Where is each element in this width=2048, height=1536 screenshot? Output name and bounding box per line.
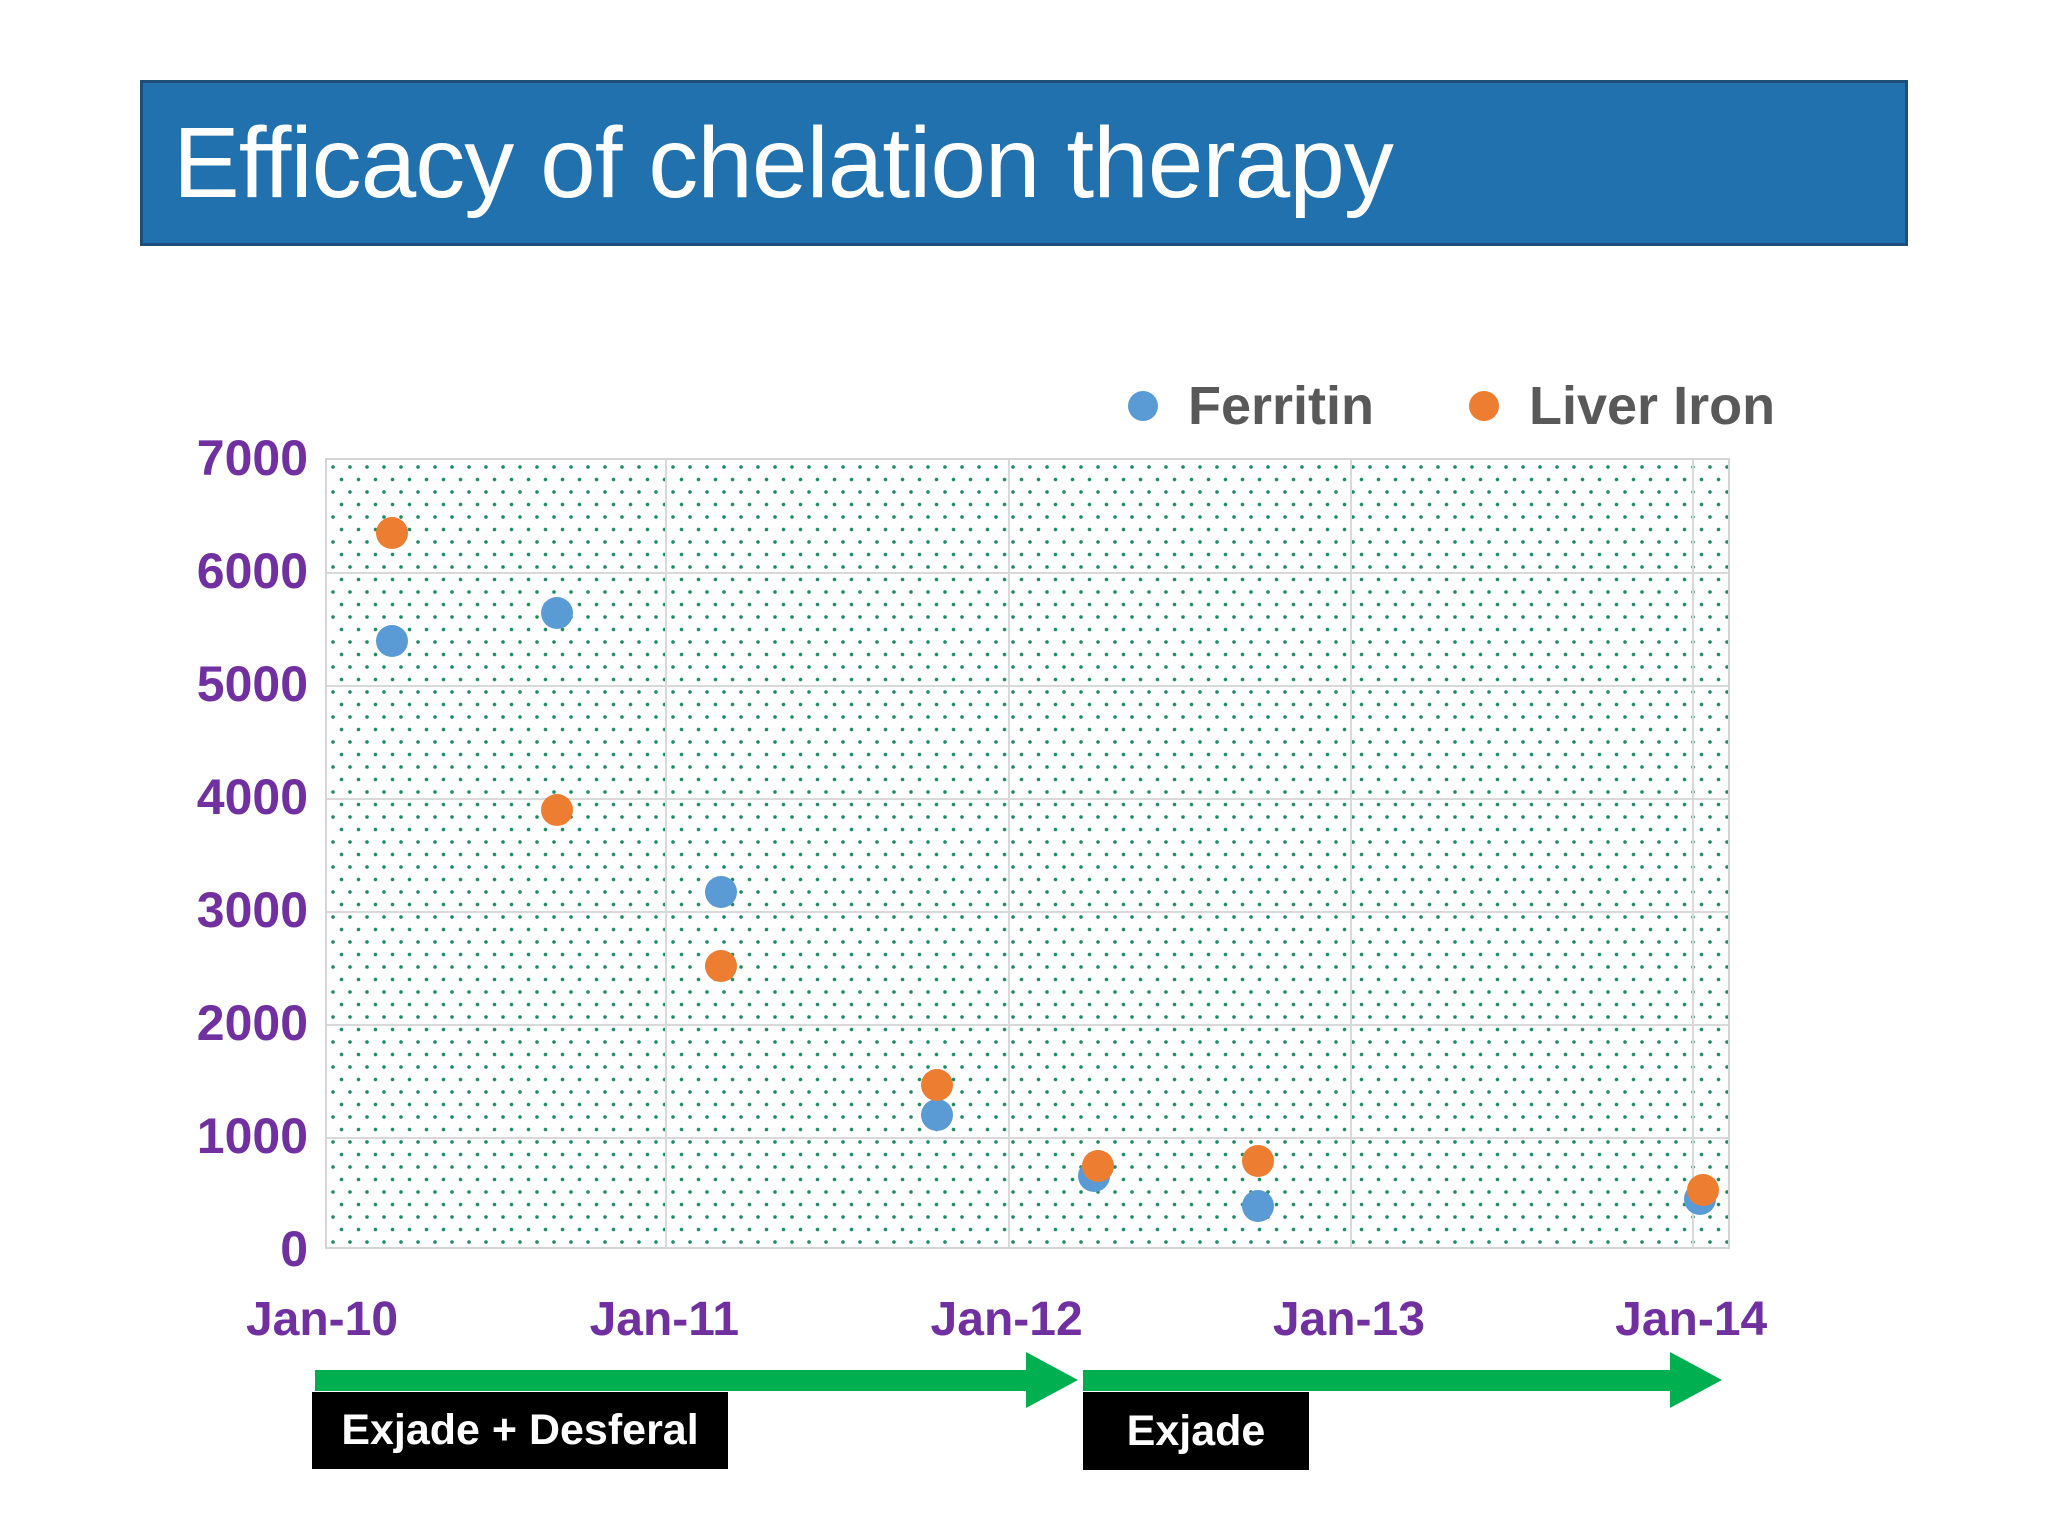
x-tick-label: Jan-12 (930, 1293, 1083, 1346)
phase-box-exjade: Exjade (1083, 1392, 1309, 1470)
point-ferritin (376, 624, 409, 657)
y-tick-label: 2000 (196, 995, 308, 1051)
legend-ferritin-dot-icon (1128, 391, 1158, 421)
gridline-h (327, 798, 1728, 800)
timeline-arrow-phase2-head-icon (1670, 1352, 1722, 1408)
phase-label-exjade-desferal: Exjade + Desferal (341, 1406, 699, 1454)
timeline-arrow-phase2-shaft (1083, 1370, 1670, 1391)
gridline-v (1692, 460, 1695, 1247)
timeline-arrow-phase1-head-icon (1026, 1352, 1078, 1408)
title-banner: Efficacy of chelation therapy (140, 80, 1908, 246)
gridline-v (1007, 460, 1010, 1247)
gridline-h (327, 911, 1728, 913)
plot-area (325, 458, 1730, 1249)
gridline-h (327, 572, 1728, 574)
point-ferritin (705, 875, 738, 908)
y-tick-label: 6000 (196, 543, 308, 599)
y-tick-label: 5000 (196, 656, 308, 712)
x-tick-label: Jan-10 (245, 1293, 399, 1346)
phase-label-exjade: Exjade (1126, 1406, 1266, 1455)
point-liver-iron (920, 1068, 953, 1101)
point-liver-iron (705, 950, 738, 983)
gridline-h (327, 1137, 1728, 1139)
legend-liver-iron-label: Liver Iron (1529, 376, 1776, 436)
point-liver-iron (1242, 1144, 1275, 1177)
y-tick-label: 7000 (196, 430, 308, 486)
gridline-v (665, 460, 668, 1247)
y-tick-label: 4000 (196, 769, 308, 825)
x-tick-label: Jan-14 (1615, 1293, 1768, 1346)
gridline-h (327, 685, 1728, 687)
legend-liver-iron-dot-icon (1469, 391, 1499, 421)
point-liver-iron (540, 794, 573, 827)
y-tick-label: 0 (280, 1221, 308, 1277)
point-ferritin (1242, 1189, 1275, 1222)
x-tick-label: Jan-11 (589, 1293, 740, 1346)
point-ferritin (540, 596, 573, 629)
y-tick-label: 3000 (196, 882, 308, 938)
slide-title: Efficacy of chelation therapy (173, 106, 1394, 219)
point-liver-iron (1687, 1173, 1720, 1206)
x-tick-label: Jan-13 (1272, 1293, 1425, 1346)
phase-box-exjade-desferal: Exjade + Desferal (312, 1392, 728, 1469)
y-tick-label: 1000 (196, 1108, 308, 1164)
legend-ferritin-label: Ferritin (1188, 376, 1375, 436)
timeline-arrow-phase1-shaft (315, 1370, 1030, 1391)
gridline-v (1349, 460, 1352, 1247)
point-ferritin (920, 1099, 953, 1132)
point-liver-iron (376, 517, 409, 550)
point-liver-iron (1081, 1150, 1114, 1183)
gridline-h (327, 1024, 1728, 1026)
